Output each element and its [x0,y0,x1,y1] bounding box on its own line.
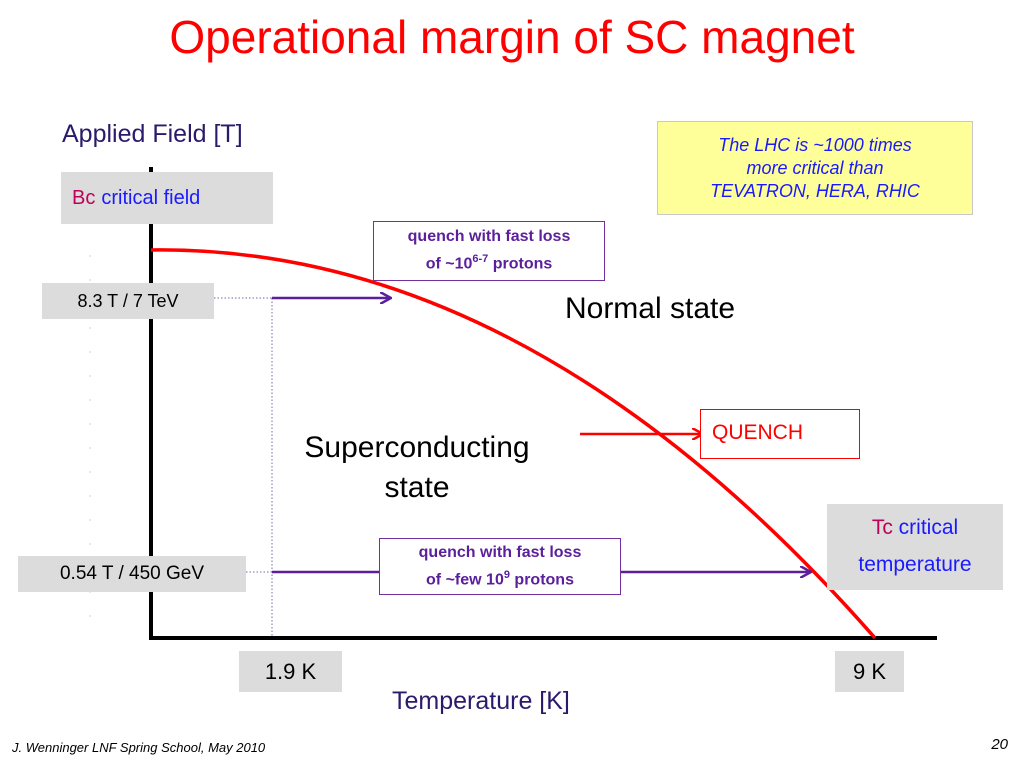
tc-text-2: temperature [858,553,972,576]
sc-state-line1: Superconducting [304,431,530,464]
y-axis-label: Applied Field [T] [62,120,243,148]
quench-label: QUENCH [700,409,860,459]
slide-title: Operational margin of SC magnet [169,11,855,63]
lhc-note-line1: The LHC is ~1000 times [718,134,912,155]
quench-top-line1: quench with fast loss [407,228,571,246]
tc-critical-temperature-box: Tc critical temperature [827,504,1003,590]
quench-bottom-line2: of ~few 109 protons [426,568,574,589]
tc-symbol: Tc [871,516,893,539]
bc-text: critical field [101,186,201,209]
normal-state-label: Normal state [564,292,736,325]
quench-top-line2: of ~106-7 protons [425,253,553,273]
page-number: 20 [991,736,1008,753]
field-high-label: 8.3 T / 7 TeV [42,283,214,319]
sc-state-line2: state [384,471,450,504]
quench-box-bottom: quench with fast loss of ~few 109 proton… [379,538,621,595]
tc-text-1: critical [898,516,959,539]
quench-box-top: quench with fast loss of ~106-7 protons [373,221,605,281]
temp-low-label: 1.9 K [239,651,342,692]
lhc-note-line3: TEVATRON, HERA, RHIC [710,180,920,201]
temp-high-label: 9 K [835,651,904,692]
bc-critical-field-box: Bc critical field [61,172,273,224]
x-axis-label: Temperature [K] [392,687,570,715]
field-low-label: 0.54 T / 450 GeV [18,556,246,592]
quench-bottom-line1: quench with fast loss [418,543,582,561]
footer-author: J. Wenninger LNF Spring School, May 2010 [12,740,266,755]
critical-curve [150,248,877,640]
superconducting-state-label: Superconducting state [272,428,562,508]
bc-symbol: Bc [72,186,96,209]
lhc-note-line2: more critical than [746,157,884,178]
lhc-note: The LHC is ~1000 times more critical tha… [657,121,973,215]
